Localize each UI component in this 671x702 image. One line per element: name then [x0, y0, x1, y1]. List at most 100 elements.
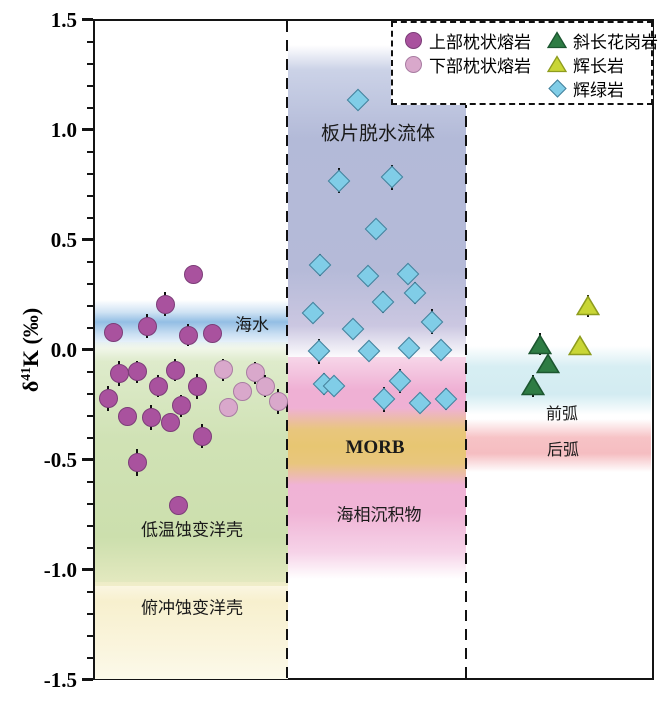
y-tick-minor	[86, 590, 93, 593]
data-point-upper-pillow-lava	[183, 265, 203, 285]
data-point-upper-pillow-lava	[160, 413, 180, 433]
data-point-lower-pillow-lava	[232, 382, 252, 402]
legend-label: 上部枕状熔岩	[429, 32, 531, 52]
legend-item-gabbro: 辉长岩	[545, 52, 658, 76]
y-axis-title-delta: δ	[18, 380, 44, 393]
legend-label: 辉长岩	[573, 56, 624, 76]
legend-item-plagiogranite: 斜长花岗岩	[545, 28, 658, 52]
data-point-lower-pillow-lava	[255, 376, 275, 396]
y-tick-minor	[86, 216, 93, 219]
y-tick-major	[81, 678, 93, 681]
legend-item-upper-pillow-lava: 上部枕状熔岩	[401, 28, 531, 52]
data-point-lower-pillow-lava	[268, 391, 288, 411]
y-tick-minor	[86, 524, 93, 527]
band-subducted-altered-crust	[95, 582, 288, 680]
lower-pillow-lava-circle-icon	[401, 53, 425, 75]
y-tick-minor	[86, 40, 93, 43]
gabbro-triangle-icon	[545, 53, 569, 75]
legend-column-right: 斜长花岗岩 辉长岩 辉绿岩	[545, 28, 658, 100]
y-tick-minor	[86, 392, 93, 395]
y-tick-minor	[86, 656, 93, 659]
band-label-morb: MORB	[345, 437, 405, 458]
data-point-upper-pillow-lava	[178, 325, 198, 345]
y-tick-label: 1.0	[50, 117, 77, 142]
y-tick-label: -1.0	[43, 557, 77, 582]
data-point-gabbro	[575, 294, 601, 316]
band-label-forearc: 前弧	[545, 406, 579, 423]
y-tick-minor	[86, 612, 93, 615]
y-axis-title-superscript: 41	[17, 367, 33, 381]
data-point-upper-pillow-lava	[168, 495, 188, 515]
upper-pillow-lava-circle-icon	[401, 29, 425, 51]
y-tick-minor	[86, 304, 93, 307]
y-ticks-layer: 1.5 1.0 0.5 0.0 -0.5 -1.0 -1.5	[44, 8, 652, 692]
data-point-plagiogranite	[520, 375, 546, 396]
legend: 上部枕状熔岩 下部枕状熔岩 斜长花岗岩 辉长岩 辉绿岩	[391, 21, 658, 105]
y-tick-label: 1.5	[50, 7, 77, 32]
band-label-slab-dehydration-fluid: 板片脱水流体	[320, 123, 436, 145]
y-tick-minor	[86, 414, 93, 417]
data-point-upper-pillow-lava	[165, 360, 185, 380]
band-backarc	[466, 419, 651, 473]
y-tick-major	[81, 568, 93, 571]
y-tick-minor	[86, 502, 93, 505]
data-point-plagiogranite	[535, 353, 561, 374]
legend-item-diabase: 辉绿岩	[545, 76, 658, 100]
legend-item-lower-pillow-lava: 下部枕状熔岩	[401, 52, 531, 76]
data-point-plagiogranite	[527, 333, 553, 355]
y-tick-major	[81, 458, 93, 461]
data-point-upper-pillow-lava	[127, 453, 147, 473]
y-tick-minor	[86, 62, 93, 65]
data-point-upper-pillow-lava	[155, 294, 175, 314]
y-tick-minor	[86, 634, 93, 637]
y-tick-minor	[86, 84, 93, 87]
y-tick-minor	[86, 106, 93, 109]
band-forearc	[466, 345, 651, 416]
data-points-layer	[95, 21, 652, 678]
band-label-low-temp-altered-crust: 低温蚀变洋壳	[141, 520, 243, 540]
y-tick-minor	[86, 260, 93, 263]
y-tick-minor	[86, 480, 93, 483]
y-tick-minor	[86, 436, 93, 439]
y-tick-minor	[86, 282, 93, 285]
diabase-diamond-icon	[545, 77, 569, 99]
y-tick-minor	[86, 370, 93, 373]
legend-column-left: 上部枕状熔岩 下部枕状熔岩	[401, 28, 531, 76]
band-labels-layer: 海水 低温蚀变洋壳 俯冲蚀变洋壳 板片脱水流体 MORB 海相沉积物 前弧 后弧	[95, 21, 652, 678]
data-point-upper-pillow-lava	[187, 376, 207, 396]
data-point-upper-pillow-lava	[117, 407, 137, 427]
y-tick-major	[81, 238, 93, 241]
band-label-backarc: 后弧	[546, 442, 580, 459]
data-point-upper-pillow-lava	[137, 316, 157, 336]
y-tick-minor	[86, 150, 93, 153]
y-tick-label: 0.0	[50, 337, 77, 362]
data-point-upper-pillow-lava	[98, 389, 118, 409]
band-label-seawater: 海水	[235, 315, 269, 335]
y-tick-major	[81, 18, 93, 21]
data-point-gabbro	[567, 334, 593, 356]
legend-label: 下部枕状熔岩	[429, 56, 531, 76]
data-point-upper-pillow-lava	[127, 362, 147, 381]
y-tick-label: -1.5	[43, 667, 77, 692]
data-point-upper-pillow-lava	[192, 426, 212, 446]
data-point-upper-pillow-lava	[103, 323, 123, 343]
y-tick-major	[81, 128, 93, 131]
band-label-marine-sediment: 海相沉积物	[336, 505, 422, 525]
data-point-upper-pillow-lava	[141, 407, 161, 427]
panel-divider-right	[465, 21, 467, 678]
data-point-lower-pillow-lava	[213, 360, 233, 380]
y-tick-minor	[86, 546, 93, 549]
y-tick-label: -0.5	[43, 447, 77, 472]
band-morb	[288, 408, 466, 486]
data-point-upper-pillow-lava	[202, 323, 222, 343]
plot-area: 海水 低温蚀变洋壳 俯冲蚀变洋壳 板片脱水流体 MORB 海相沉积物 前弧 后弧 1.5 1.0…	[44, 8, 658, 692]
panel-divider-left	[286, 21, 288, 678]
data-point-lower-pillow-lava	[218, 398, 238, 418]
plagiogranite-triangle-icon	[545, 29, 569, 51]
data-point-upper-pillow-lava	[148, 376, 168, 396]
y-tick-major	[81, 348, 93, 351]
data-point-upper-pillow-lava	[171, 396, 191, 416]
y-tick-minor	[86, 326, 93, 329]
y-tick-minor	[86, 172, 93, 175]
